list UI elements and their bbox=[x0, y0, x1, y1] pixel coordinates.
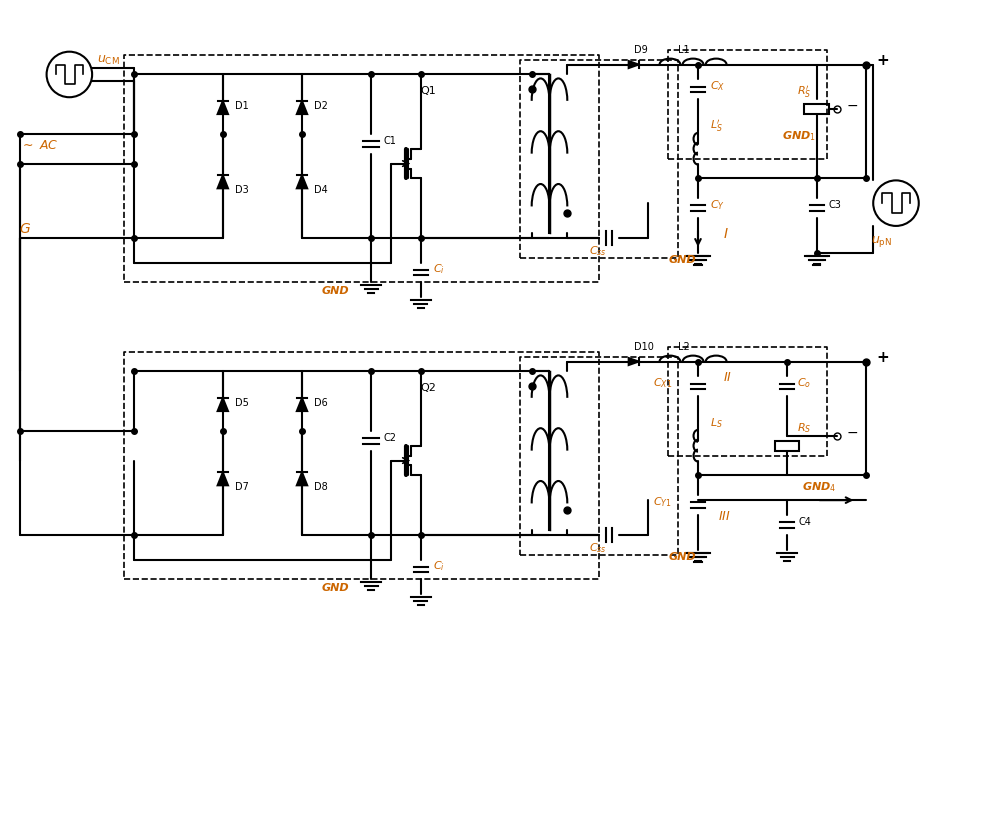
Text: C3: C3 bbox=[829, 200, 842, 210]
Text: $C_{X1}$: $C_{X1}$ bbox=[653, 376, 673, 390]
Text: GND$_1$: GND$_1$ bbox=[782, 129, 816, 143]
Text: D8: D8 bbox=[314, 482, 328, 492]
Text: $R_S$: $R_S$ bbox=[797, 420, 811, 435]
Text: C4: C4 bbox=[799, 517, 812, 527]
Polygon shape bbox=[218, 472, 228, 485]
Text: $u_{\rm CM}$: $u_{\rm CM}$ bbox=[97, 53, 120, 66]
Text: $C_i$: $C_i$ bbox=[433, 559, 445, 573]
Polygon shape bbox=[218, 101, 228, 114]
Text: $\sim$ AC: $\sim$ AC bbox=[20, 139, 58, 152]
Polygon shape bbox=[297, 398, 307, 411]
Bar bbox=[775, 440, 799, 450]
Text: D10: D10 bbox=[634, 342, 654, 352]
Text: Q2: Q2 bbox=[421, 383, 437, 393]
Text: $L_S'$: $L_S'$ bbox=[710, 118, 723, 134]
Text: $C_X$: $C_X$ bbox=[710, 79, 725, 93]
Text: $u_{\rm pN}$: $u_{\rm pN}$ bbox=[871, 234, 892, 248]
Text: $C_{ss}$: $C_{ss}$ bbox=[589, 244, 607, 258]
Text: L2: L2 bbox=[678, 342, 690, 352]
Text: +: + bbox=[876, 350, 889, 365]
Text: $C_{Y1}$: $C_{Y1}$ bbox=[653, 495, 672, 509]
Bar bbox=[804, 104, 829, 114]
Polygon shape bbox=[297, 101, 307, 114]
Text: L1: L1 bbox=[678, 45, 690, 55]
Text: D4: D4 bbox=[314, 185, 328, 195]
Text: $C_{ss}$: $C_{ss}$ bbox=[589, 542, 607, 555]
Text: D2: D2 bbox=[314, 101, 328, 111]
Polygon shape bbox=[629, 358, 639, 365]
Text: Q1: Q1 bbox=[421, 86, 437, 96]
Text: GND: GND bbox=[668, 552, 696, 562]
Text: D1: D1 bbox=[235, 101, 248, 111]
Text: $I$: $I$ bbox=[723, 227, 728, 241]
Polygon shape bbox=[218, 175, 228, 189]
Text: GND: GND bbox=[668, 254, 696, 264]
Text: $III$: $III$ bbox=[718, 510, 731, 523]
Text: D9: D9 bbox=[634, 45, 647, 55]
Polygon shape bbox=[218, 398, 228, 411]
Text: GND: GND bbox=[322, 583, 349, 593]
Text: G: G bbox=[20, 222, 31, 236]
Polygon shape bbox=[629, 61, 639, 68]
Text: GND: GND bbox=[322, 286, 349, 296]
Text: $C_i$: $C_i$ bbox=[433, 263, 445, 276]
Text: $-$: $-$ bbox=[846, 425, 859, 439]
Text: +: + bbox=[876, 52, 889, 67]
Text: $C_Y$: $C_Y$ bbox=[710, 198, 725, 212]
Text: C1: C1 bbox=[383, 135, 396, 145]
Text: $C_o$: $C_o$ bbox=[797, 376, 811, 390]
Text: GND$_4$: GND$_4$ bbox=[802, 480, 836, 494]
Text: D7: D7 bbox=[235, 482, 249, 492]
Text: $L_S$: $L_S$ bbox=[710, 416, 723, 430]
Text: $II$: $II$ bbox=[723, 371, 732, 385]
Polygon shape bbox=[297, 472, 307, 485]
Polygon shape bbox=[297, 175, 307, 189]
Text: $R_S'$: $R_S'$ bbox=[797, 84, 811, 100]
Text: $-$: $-$ bbox=[846, 98, 859, 112]
Text: C2: C2 bbox=[383, 433, 396, 443]
Text: D5: D5 bbox=[235, 398, 249, 408]
Text: D6: D6 bbox=[314, 398, 328, 408]
Text: D3: D3 bbox=[235, 185, 248, 195]
